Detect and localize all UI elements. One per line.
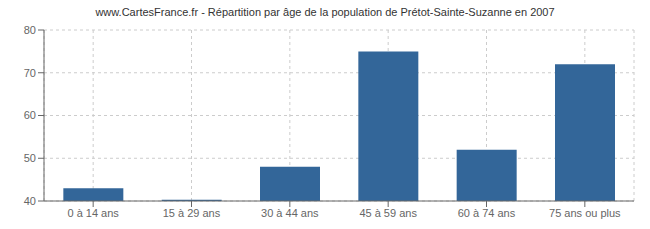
svg-text:75 ans ou plus: 75 ans ou plus <box>549 207 621 219</box>
svg-text:70: 70 <box>24 67 36 79</box>
svg-text:60 à 74 ans: 60 à 74 ans <box>458 207 516 219</box>
svg-text:15 à 29 ans: 15 à 29 ans <box>163 207 221 219</box>
svg-text:45 à 59 ans: 45 à 59 ans <box>359 207 417 219</box>
svg-text:40: 40 <box>24 195 36 207</box>
svg-text:30 à 44 ans: 30 à 44 ans <box>261 207 319 219</box>
svg-text:80: 80 <box>24 24 36 36</box>
svg-text:0 à 14 ans: 0 à 14 ans <box>67 207 119 219</box>
svg-text:60: 60 <box>24 109 36 121</box>
svg-text:50: 50 <box>24 152 36 164</box>
html-text:www.CartesFrance.fr - Répartit: www.CartesFrance.fr - Répartition par âg… <box>95 6 555 18</box>
